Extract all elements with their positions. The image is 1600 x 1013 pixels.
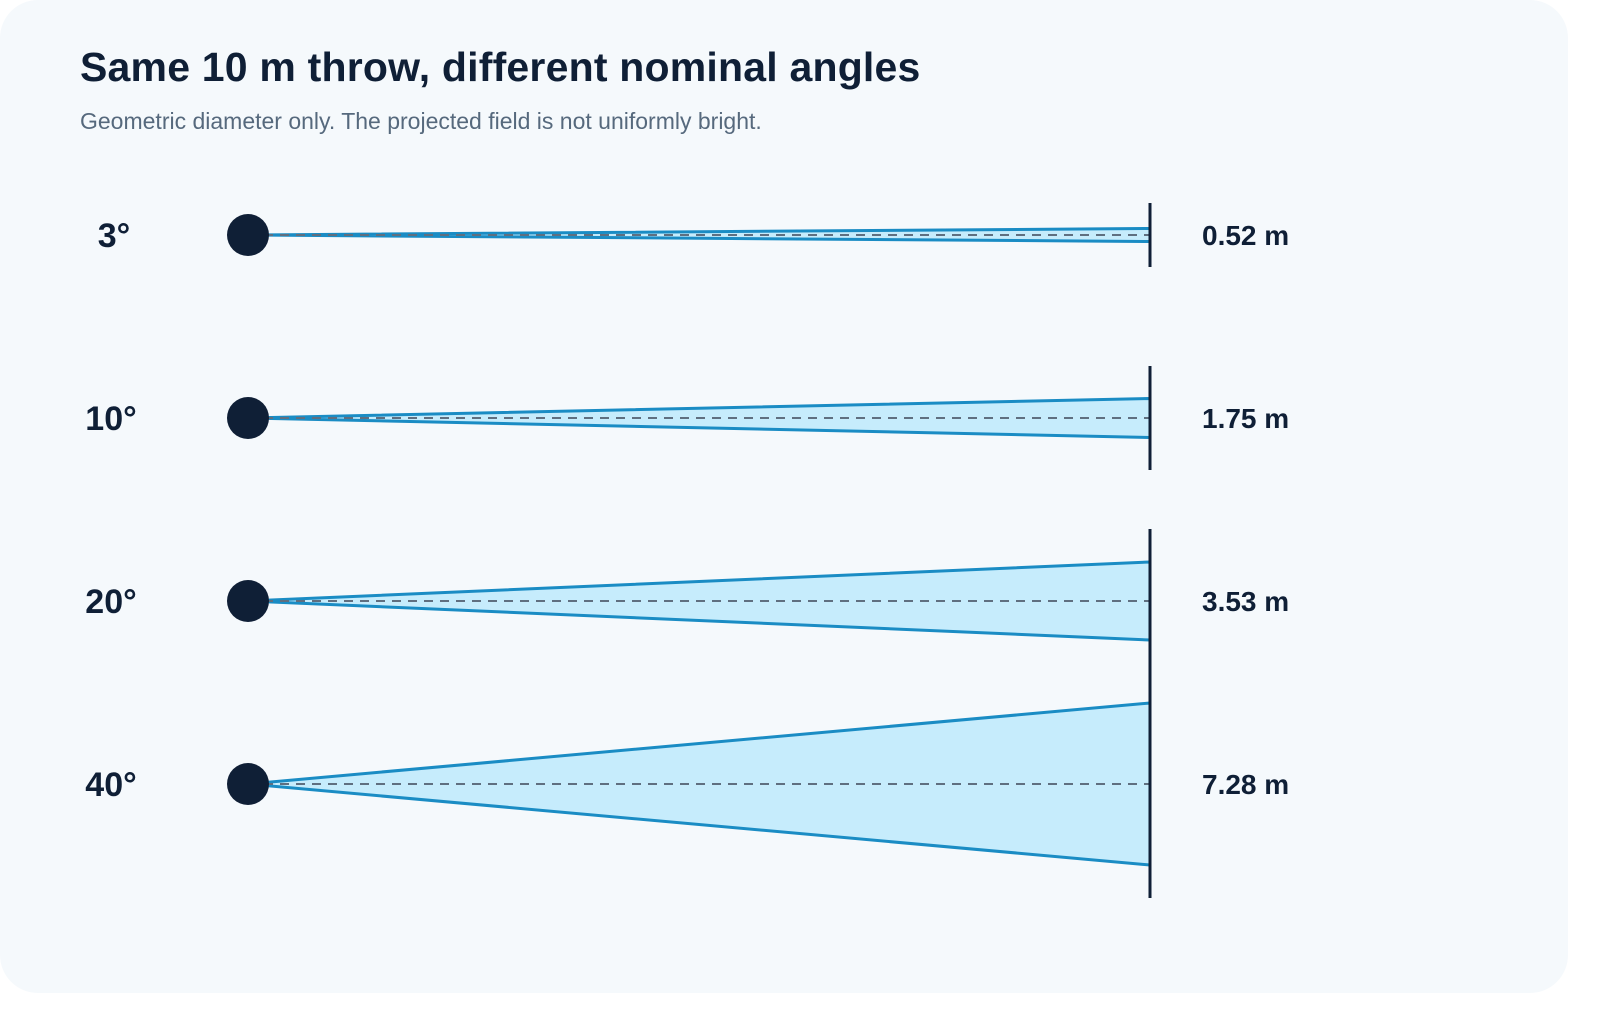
angle-label: 3° bbox=[98, 217, 131, 255]
beam-row-40: 40° 7.28 m bbox=[85, 670, 1289, 898]
beam-row-20: 20° 3.53 m bbox=[85, 529, 1289, 673]
angle-label: 20° bbox=[85, 583, 136, 621]
angle-label: 40° bbox=[85, 766, 136, 804]
angle-label: 10° bbox=[85, 400, 136, 438]
diagram-subtitle: Geometric diameter only. The projected f… bbox=[80, 108, 762, 134]
diagram-card: Same 10 m throw, different nominal angle… bbox=[80, 44, 1290, 898]
light-source-dot bbox=[227, 214, 269, 256]
light-source-dot bbox=[227, 397, 269, 439]
diameter-label: 0.52 m bbox=[1202, 220, 1289, 251]
beam-row-10: 10° 1.75 m bbox=[85, 366, 1289, 470]
diameter-label: 1.75 m bbox=[1202, 403, 1289, 434]
beam-row-3: 3° 0.52 m bbox=[98, 203, 1289, 267]
diagram-title: Same 10 m throw, different nominal angle… bbox=[80, 44, 921, 90]
diameter-label: 3.53 m bbox=[1202, 586, 1289, 617]
light-source-dot bbox=[227, 580, 269, 622]
light-source-dot bbox=[227, 763, 269, 805]
diameter-label: 7.28 m bbox=[1202, 769, 1289, 800]
beam-diagram: 3° 0.52 m 10° 1.75 m 20° 3.53 m 40° bbox=[85, 203, 1289, 898]
